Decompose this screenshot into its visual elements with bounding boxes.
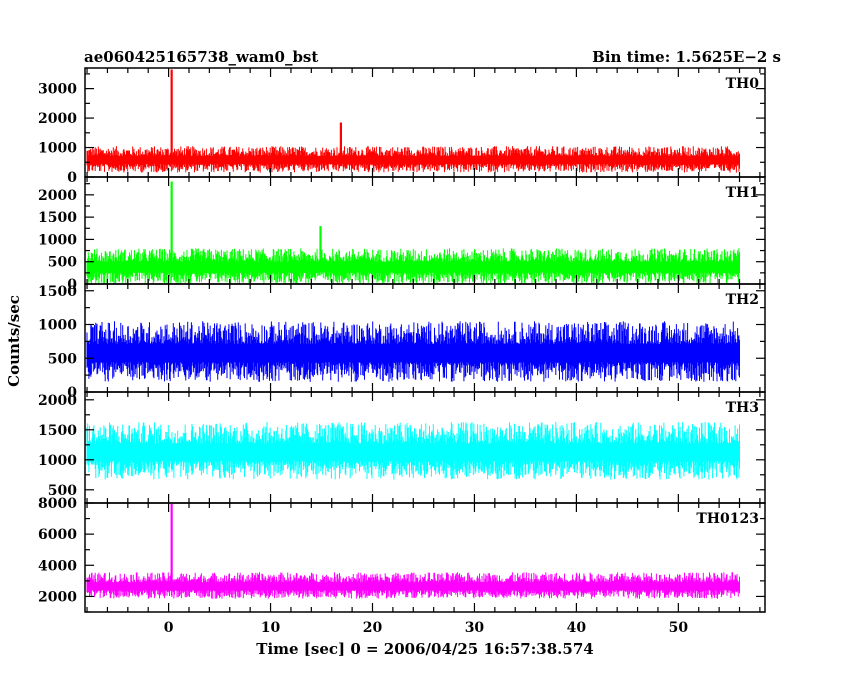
y-tick-label: 500: [48, 483, 77, 499]
panel-th0: 0 1000 2000 3000 TH0: [38, 67, 766, 186]
y-tick-label: 8000: [38, 496, 77, 512]
y-tick-label: 0: [67, 170, 77, 186]
panel-label-th0: TH0: [726, 76, 760, 92]
y-tick-label: 1500: [38, 284, 77, 300]
y-tick-label: 6000: [38, 527, 77, 543]
panel-label-th3: TH3: [726, 400, 759, 416]
y-tick-label: 3000: [38, 82, 77, 98]
y-tick-label: 1000: [38, 318, 77, 334]
y-tick-label: 2000: [38, 589, 77, 605]
panels-group: 0 1000 2000 3000 TH0 0 500 1000 1500 2000 TH1 0 500 1…: [38, 67, 766, 613]
x-axis: 0 10 20 30 40 50: [164, 620, 689, 636]
series-trace-th1: [86, 248, 740, 284]
y-tick-label: 1000: [38, 232, 77, 248]
series-trace-th2: [86, 321, 740, 382]
y-tick-label: 0: [67, 277, 77, 293]
x-tick-label: 10: [261, 620, 281, 636]
panel-label-th0123: TH0123: [696, 511, 759, 527]
y-tick-label: 2000: [38, 188, 77, 204]
panel-label-th2: TH2: [726, 292, 759, 308]
x-axis-label: Time [sec] 0 = 2006/04/25 16:57:38.574: [256, 640, 593, 658]
y-tick-label: 0: [67, 385, 77, 401]
y-tick-label: 4000: [38, 558, 77, 574]
panel-th1: 0 500 1000 1500 2000 TH1: [38, 176, 766, 293]
y-tick-label: 500: [48, 351, 77, 367]
y-tick-label: 1500: [38, 423, 77, 439]
y-tick-label: 1000: [38, 453, 77, 469]
x-tick-label: 30: [465, 620, 485, 636]
y-axis-label: Counts/sec: [5, 295, 23, 387]
y-tick-label: 1000: [38, 141, 77, 157]
panel-label-th1: TH1: [726, 185, 759, 201]
x-tick-label: 50: [669, 620, 689, 636]
y-tick-label: 500: [48, 255, 77, 271]
y-tick-label: 2000: [38, 393, 77, 409]
series-trace-th3: [86, 422, 740, 480]
panel-th0123: 2000 4000 6000 8000 TH0123: [38, 496, 766, 613]
x-tick-label: 20: [363, 620, 383, 636]
y-tick-label: 2000: [38, 111, 77, 127]
panel-frame: [84, 502, 766, 613]
series-trace-th0123: [86, 572, 740, 599]
y-tick-label: 1500: [38, 210, 77, 226]
x-tick-label: 40: [567, 620, 587, 636]
bin-time-label: Bin time: 1.5625E−2 s: [592, 48, 781, 66]
chart-title: ae060425165738_wam0_bst: [84, 48, 318, 66]
x-tick-label: 0: [164, 620, 174, 636]
panel-th2: 0 500 1000 1500 TH2: [38, 283, 766, 401]
panel-th3: 500 1000 1500 2000 TH3: [38, 391, 766, 504]
series-trace-th0: [86, 146, 740, 173]
